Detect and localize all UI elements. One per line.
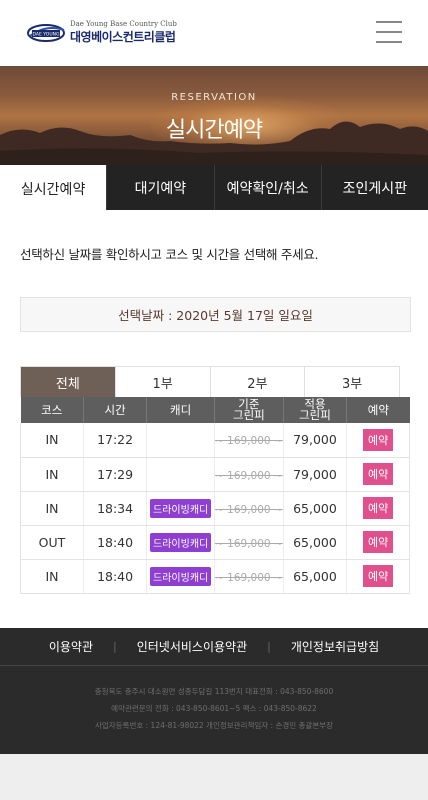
cell-reserve: 예약: [346, 423, 410, 458]
reserve-button[interactable]: 예약: [362, 565, 394, 587]
cell-caddie: [146, 457, 216, 492]
table-header-row: 코스 시간 캐디 기준 그린피 적용 그린피 예약: [20, 397, 410, 423]
menu-icon[interactable]: [376, 21, 402, 43]
cell-applied-fee: 79,000: [283, 423, 348, 458]
table-row: OUT 18:40 드라이빙캐디 ~ 169,000 ~ 65,000 예약: [20, 525, 410, 560]
tab-waiting-reservation[interactable]: 대기예약: [106, 165, 213, 210]
cell-caddie: 드라이빙캐디: [146, 491, 216, 526]
cell-standard-fee: ~ 169,000 ~: [214, 491, 284, 526]
cell-reserve: 예약: [346, 457, 410, 492]
cell-reserve: 예약: [346, 559, 410, 594]
cell-time: 18:40: [83, 559, 148, 594]
footer-contact: 예약관련문의 전화 : 043-850-8601~5 팩스 : 043-850-…: [111, 704, 317, 713]
selected-date-text: 선택날짜 : 2020년 5월 17일 일요일: [118, 308, 313, 323]
logo-korean-name: 대영베이스컨트리클럽: [70, 30, 176, 44]
cell-applied-fee: 65,000: [283, 491, 348, 526]
banner-subtitle: RESERVATION: [171, 92, 257, 103]
tab-join-board[interactable]: 조인게시판: [320, 165, 428, 210]
site-header: DAE YOUNG Dae Young Base Country Club 대영…: [0, 0, 428, 66]
cell-course: IN: [20, 457, 84, 492]
sunset-trees-image: [0, 121, 428, 165]
cell-time: 17:29: [83, 457, 148, 492]
reserve-button[interactable]: 예약: [362, 428, 394, 451]
footer-separator: |: [267, 640, 271, 653]
part-filter-tabs: 전체 1부 2부 3부: [20, 366, 400, 397]
driving-caddie-badge: 드라이빙캐디: [150, 532, 212, 552]
cell-standard-fee: ~ 169,000 ~: [214, 423, 284, 458]
footer-link-privacy[interactable]: 개인정보취급방침: [290, 640, 380, 654]
cell-time: 17:22: [83, 423, 148, 458]
filter-tab-part3[interactable]: 3부: [304, 367, 399, 397]
tee-time-table: 코스 시간 캐디 기준 그린피 적용 그린피 예약 IN 17:22 ~ 169,0…: [20, 397, 410, 594]
site-footer: 이용약관 | 인터넷서비스이용약관 | 개인정보취급방침 충청북도 충주시 대소…: [0, 628, 428, 754]
footer-business-info: 사업자등록번호 : 124-81-98022 개인정보관리책임자 : 손경민 총…: [94, 721, 334, 730]
cell-caddie: 드라이빙캐디: [146, 525, 216, 560]
column-header-applied-fee: 적용 그린피: [283, 397, 348, 423]
filter-tab-all[interactable]: 전체: [21, 367, 115, 397]
table-row: IN 18:34 드라이빙캐디 ~ 169,000 ~ 65,000 예약: [20, 491, 410, 526]
cell-course: IN: [20, 491, 84, 526]
cell-reserve: 예약: [346, 525, 410, 560]
logo-swoosh-icon: DAE YOUNG: [27, 24, 65, 42]
column-header-time: 시간: [83, 397, 148, 423]
column-header-caddie: 캐디: [146, 397, 216, 423]
bottom-spacer: [0, 754, 428, 800]
cell-time: 18:34: [83, 491, 148, 526]
cell-reserve: 예약: [346, 491, 410, 526]
page-banner: RESERVATION 실시간예약: [0, 66, 428, 165]
column-header-standard-fee: 기준 그린피: [214, 397, 284, 423]
cell-time: 18:40: [83, 525, 148, 560]
driving-caddie-badge: 드라이빙캐디: [150, 498, 212, 518]
footer-company-info: 충청북도 충주시 대소원면 성종두담길 113번지 대표전화 : 043-850…: [0, 666, 428, 734]
column-header-course: 코스: [20, 397, 84, 423]
filter-tab-part2[interactable]: 2부: [209, 367, 305, 397]
reserve-button[interactable]: 예약: [362, 463, 394, 485]
cell-course: OUT: [20, 525, 84, 560]
cell-course: IN: [20, 423, 84, 458]
cell-applied-fee: 65,000: [283, 525, 348, 560]
tab-realtime-reservation[interactable]: 실시간예약: [0, 165, 107, 210]
tab-confirm-cancel[interactable]: 예약확인/취소: [213, 165, 321, 210]
instruction-text: 선택하신 날짜를 확인하시고 코스 및 시간을 선택해 주세요.: [20, 247, 319, 262]
footer-link-internet-terms[interactable]: 인터넷서비스이용약관: [136, 640, 248, 654]
table-row: IN 18:40 드라이빙캐디 ~ 169,000 ~ 65,000 예약: [20, 559, 410, 594]
club-logo[interactable]: DAE YOUNG Dae Young Base Country Club 대영…: [26, 20, 206, 48]
column-header-reserve: 예약: [346, 397, 410, 423]
cell-course: IN: [20, 559, 84, 594]
cell-caddie: 드라이빙캐디: [146, 559, 216, 594]
reservation-tabs: 실시간예약 대기예약 예약확인/취소 조인게시판: [0, 165, 428, 210]
table-row: IN 17:29 ~ 169,000 ~ 79,000 예약: [20, 457, 410, 492]
cell-standard-fee: ~ 169,000 ~: [214, 457, 284, 492]
table-row: IN 17:22 ~ 169,000 ~ 79,000 예약: [20, 423, 410, 458]
filter-tab-part1[interactable]: 1부: [114, 367, 210, 397]
cell-applied-fee: 65,000: [283, 559, 348, 594]
footer-separator: |: [113, 640, 117, 653]
cell-caddie: [146, 423, 216, 458]
cell-applied-fee: 79,000: [283, 457, 348, 492]
cell-standard-fee: ~ 169,000 ~: [214, 559, 284, 594]
reserve-button[interactable]: 예약: [362, 497, 394, 519]
footer-links: 이용약관 | 인터넷서비스이용약관 | 개인정보취급방침: [0, 628, 428, 666]
logo-english-name: Dae Young Base Country Club: [70, 20, 177, 28]
reserve-button[interactable]: 예약: [362, 531, 394, 553]
selected-date-box: 선택날짜 : 2020년 5월 17일 일요일: [20, 297, 411, 332]
svg-text:DAE YOUNG: DAE YOUNG: [33, 32, 60, 38]
driving-caddie-badge: 드라이빙캐디: [150, 566, 212, 586]
cell-standard-fee: ~ 169,000 ~: [214, 525, 284, 560]
page-title: 실시간예약: [165, 118, 263, 143]
footer-address: 충청북도 충주시 대소원면 성종두담길 113번지 대표전화 : 043-850…: [94, 687, 334, 696]
footer-link-terms[interactable]: 이용약관: [48, 640, 93, 654]
